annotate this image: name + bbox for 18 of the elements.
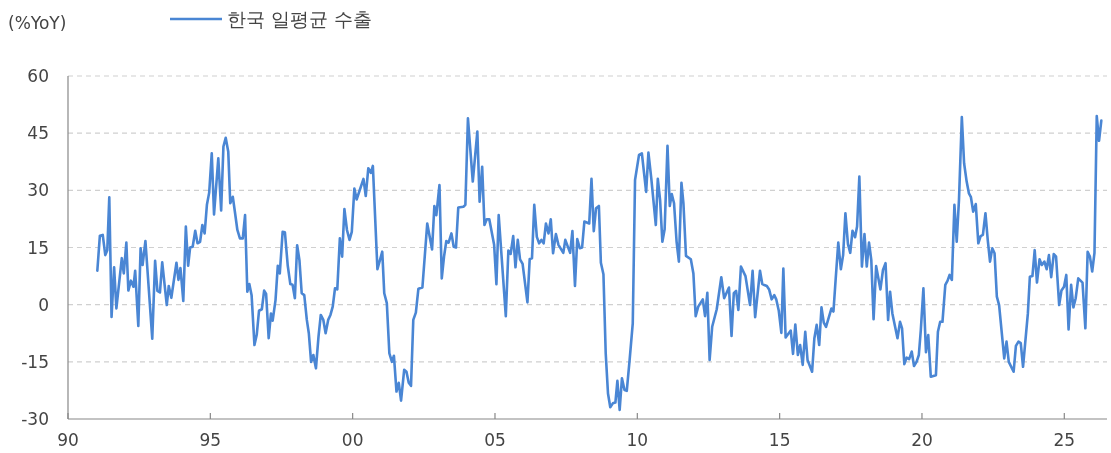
y-tick-label: -30 <box>21 409 49 429</box>
x-tick-label: 05 <box>484 430 506 450</box>
y-axis-title: (%YoY) <box>8 13 67 33</box>
x-tick-label: 20 <box>911 430 933 450</box>
legend-label: 한국 일평균 수출 <box>227 8 373 30</box>
x-tick-label: 25 <box>1053 430 1076 450</box>
y-tick-label: 30 <box>27 180 49 201</box>
legend: 한국 일평균 수출 <box>170 8 373 30</box>
x-tick-label: 95 <box>199 430 222 450</box>
x-tick-label: 10 <box>626 430 649 450</box>
x-tick-label: 00 <box>341 430 364 450</box>
y-tick-label: -15 <box>21 351 49 372</box>
x-tick-label: 15 <box>768 430 791 450</box>
y-tick-label: 0 <box>38 294 49 315</box>
y-tick-label: 15 <box>27 237 49 258</box>
y-tick-label: 45 <box>27 123 49 144</box>
y-tick-label: 60 <box>27 66 49 86</box>
x-tick-label: 90 <box>57 430 79 450</box>
